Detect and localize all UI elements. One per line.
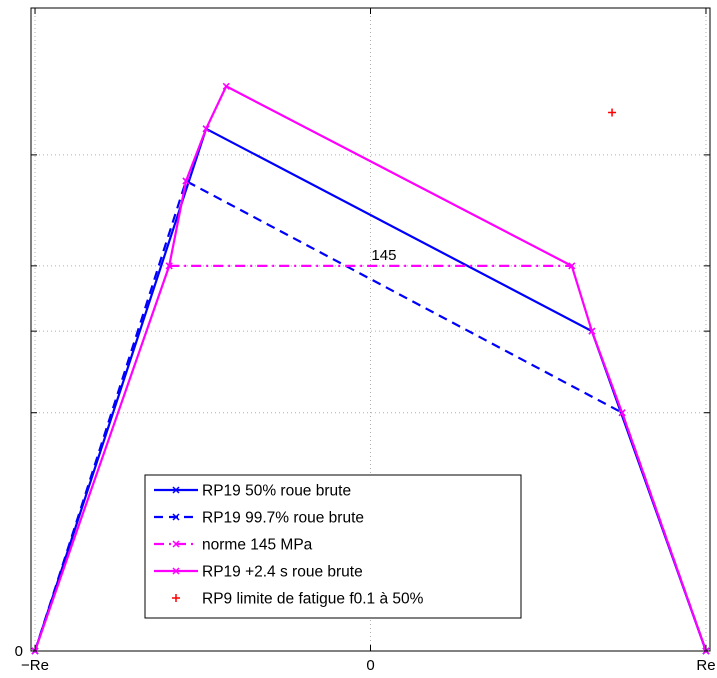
series-3-point-7 xyxy=(618,409,626,417)
series-3-point-4 xyxy=(222,82,230,90)
legend-label-3: RP19 +2.4 s roue brute xyxy=(202,564,363,581)
legend-item-0: RP19 50% roue brute xyxy=(154,483,351,500)
legend-label-2: norme 145 MPa xyxy=(202,537,313,554)
annotations: 145 xyxy=(371,247,396,264)
legend-label-0: RP19 50% roue brute xyxy=(202,483,351,500)
legend-label-1: RP19 99.7% roue brute xyxy=(202,510,364,527)
legend-item-2: norme 145 MPa xyxy=(154,537,313,554)
series-layer xyxy=(31,82,710,655)
legend-item-1: RP19 99.7% roue brute xyxy=(154,510,364,527)
legend-marker-2 xyxy=(172,540,180,548)
x-tick-label-0: −Re xyxy=(21,657,49,674)
legend-marker-3 xyxy=(172,567,180,575)
legend-item-4: RP9 limite de fatigue f0.1 à 50% xyxy=(172,591,424,608)
legend: RP19 50% roue brute RP19 99.7% roue brute… xyxy=(144,474,522,619)
legend-marker-0 xyxy=(172,486,180,494)
legend-marker-4 xyxy=(172,594,180,602)
series-3-point-2 xyxy=(182,177,190,185)
legend-marker-1 xyxy=(172,513,180,521)
legend-label-4: RP9 limite de fatigue f0.1 à 50% xyxy=(202,591,424,608)
y-tick-label-0: 0 xyxy=(15,643,23,660)
x-tick-label-1: 0 xyxy=(366,657,374,674)
annotation-0: 145 xyxy=(371,247,396,264)
series-3 xyxy=(31,82,710,655)
legend-item-3: RP19 +2.4 s roue brute xyxy=(154,564,363,581)
legend-box xyxy=(144,474,522,619)
series-3-point-5 xyxy=(568,262,576,270)
series-3-point-3 xyxy=(202,125,210,133)
x-tick-label-2: Re xyxy=(696,657,715,674)
series-4 xyxy=(608,108,617,117)
series-4-point-0 xyxy=(608,108,617,117)
axis-ticks: −Re 0 Re0 xyxy=(15,8,716,674)
series-3-point-6 xyxy=(588,327,596,335)
series-3-point-1 xyxy=(165,262,173,270)
